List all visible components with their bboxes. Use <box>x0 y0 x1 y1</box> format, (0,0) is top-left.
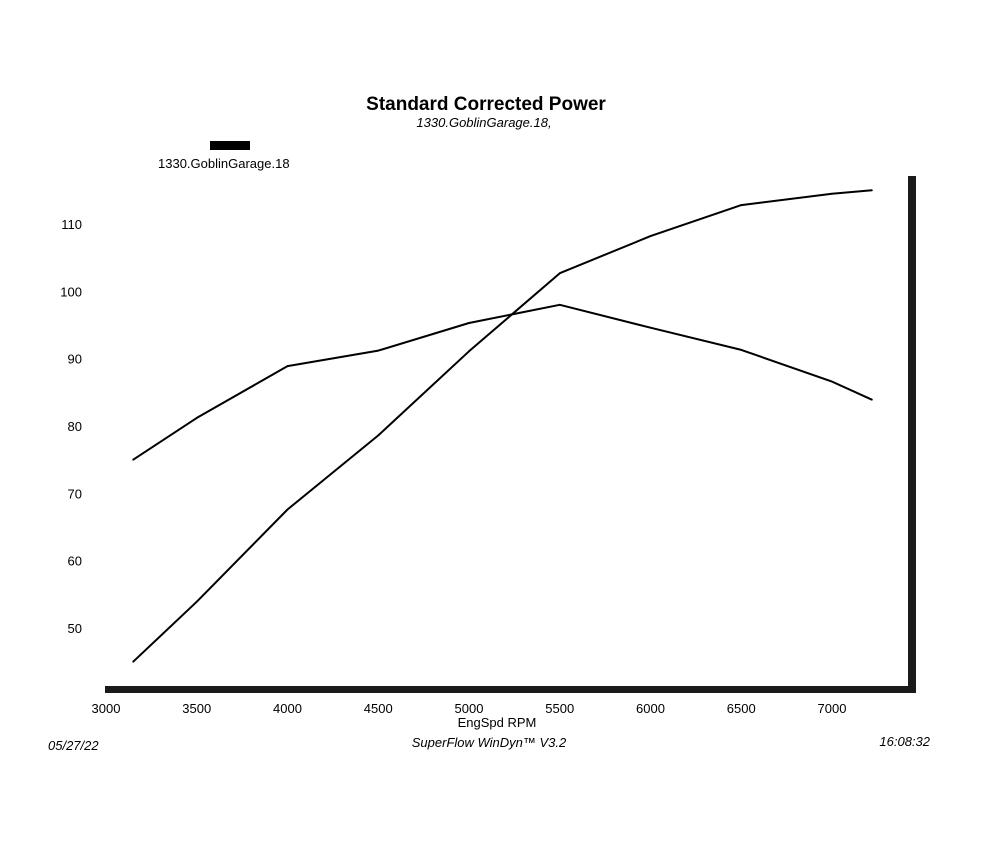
x-tick-labels: 3000 3500 4000 4500 5000 5500 6000 6500 7000 <box>92 701 847 716</box>
y-tick-label: 90 <box>68 352 82 367</box>
footer-time: 16:08:32 <box>879 734 930 749</box>
series-line-1 <box>132 303 873 461</box>
data-point <box>195 600 198 603</box>
x-axis-frame <box>105 686 916 693</box>
data-point <box>468 322 470 324</box>
y-tick-label: 60 <box>68 554 82 569</box>
data-point <box>740 204 743 207</box>
x-tick-label: 4500 <box>364 701 393 716</box>
data-point <box>558 272 561 275</box>
series-line-2 <box>132 189 872 663</box>
y-tick-label: 100 <box>60 284 82 299</box>
x-tick-label: 6500 <box>727 701 756 716</box>
legend-label: 1330.GoblinGarage.18 <box>158 156 290 171</box>
data-point <box>831 380 833 383</box>
data-point <box>740 349 743 351</box>
right-axis-frame <box>908 176 916 690</box>
x-axis-label: EngSpd RPM <box>458 715 537 730</box>
data-point <box>132 660 135 663</box>
data-point <box>195 417 198 419</box>
series-layer <box>132 189 873 663</box>
data-point <box>377 349 380 352</box>
data-point <box>132 458 135 461</box>
data-point <box>831 192 833 195</box>
data-point <box>558 303 561 306</box>
data-point <box>468 350 470 353</box>
data-point <box>286 508 289 511</box>
footer-software: SuperFlow WinDyn™ V3.2 <box>412 735 567 750</box>
x-tick-label: 4000 <box>273 701 302 716</box>
data-point <box>649 235 652 238</box>
data-point <box>649 326 652 329</box>
data-point <box>377 434 380 437</box>
x-tick-label: 6000 <box>636 701 665 716</box>
x-tick-label: 5500 <box>545 701 574 716</box>
data-point <box>871 189 873 192</box>
y-tick-label: 70 <box>68 486 82 501</box>
x-tick-label: 3000 <box>92 701 121 716</box>
y-tick-labels: 50 60 70 80 90 100 110 <box>60 217 82 636</box>
chart-title: Standard Corrected Power <box>366 94 606 115</box>
data-point <box>286 365 289 367</box>
x-tick-label: 7000 <box>818 701 847 716</box>
footer-date: 05/27/22 <box>48 738 99 753</box>
y-tick-label: 110 <box>61 217 82 232</box>
chart-subtitle: 1330.GoblinGarage.18, <box>416 115 551 130</box>
x-tick-label: 5000 <box>455 701 484 716</box>
y-tick-label: 50 <box>68 621 82 636</box>
data-point <box>871 398 873 401</box>
y-tick-label: 80 <box>68 419 82 434</box>
x-tick-label: 3500 <box>182 701 211 716</box>
legend-swatch <box>210 141 250 150</box>
